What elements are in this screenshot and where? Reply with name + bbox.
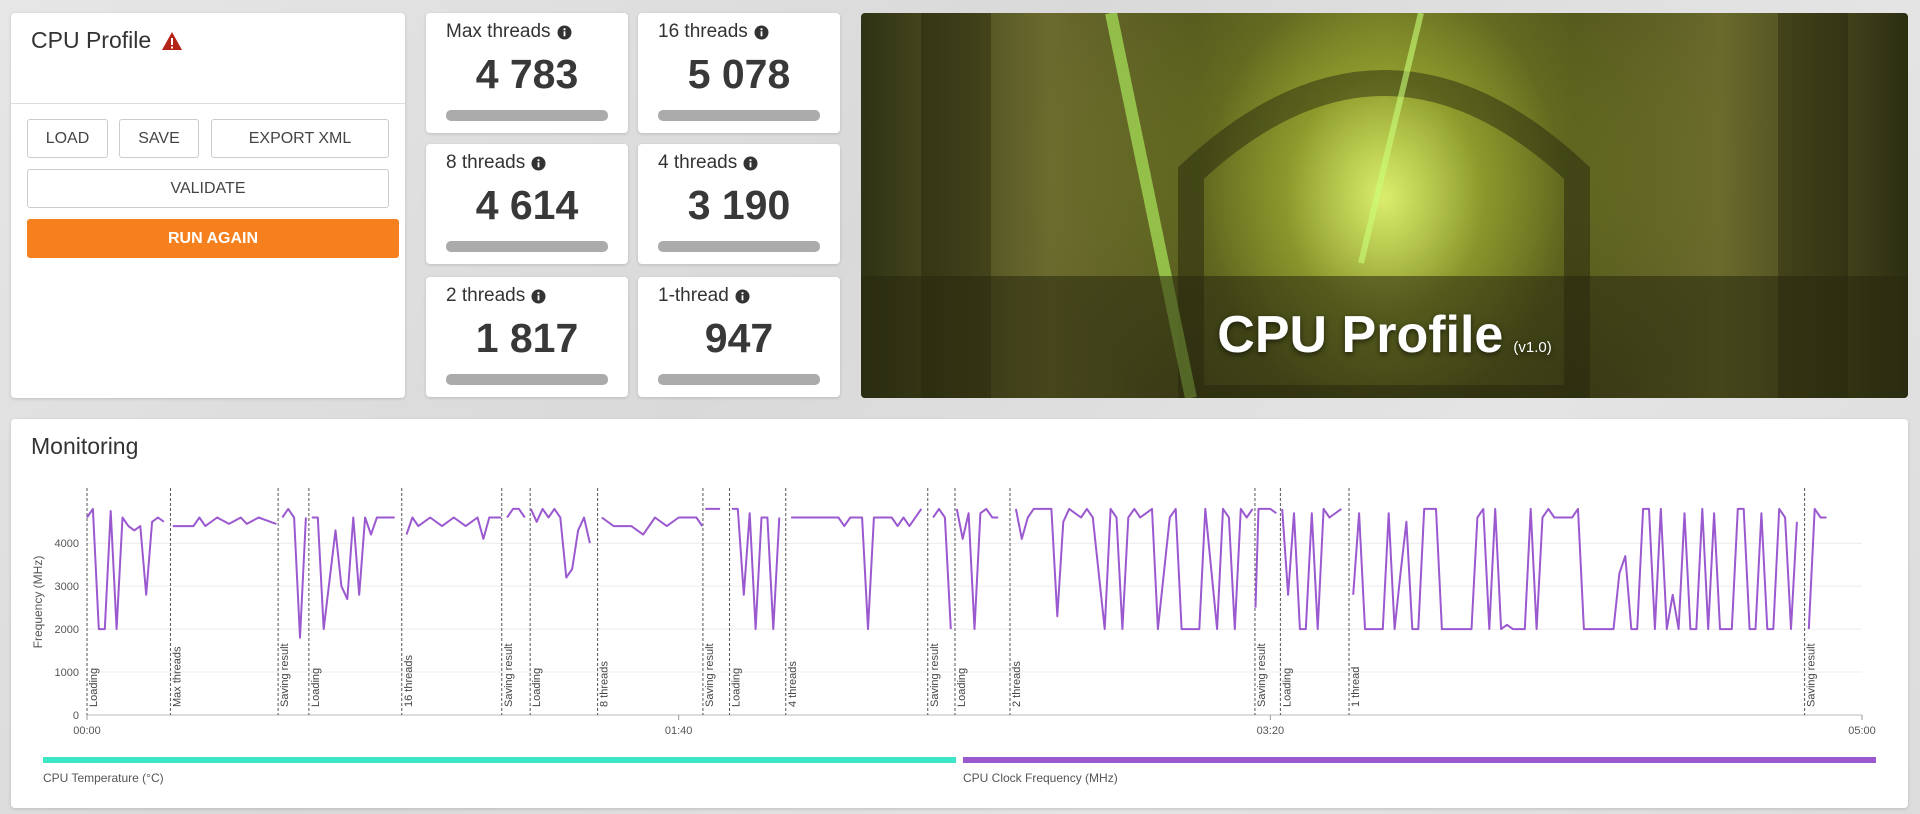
panel-header: CPU Profile <box>31 27 183 54</box>
score-card: 4 threads 3 190 <box>638 144 840 264</box>
y-tick-label: 1000 <box>55 667 79 679</box>
phase-label: Loading <box>731 668 743 707</box>
score-value: 4 614 <box>475 182 579 228</box>
score-bar <box>658 374 820 385</box>
banner: CPU Profile (v1.0) <box>861 13 1908 398</box>
info-icon <box>754 25 769 39</box>
banner-version: (v1.0) <box>1513 339 1552 356</box>
score-value: 947 <box>704 315 774 361</box>
score-bar <box>658 241 820 252</box>
score-card: 2 threads 1 817 <box>426 277 628 397</box>
score-label-row: 16 threads <box>658 21 769 43</box>
score-label: 2 threads <box>446 285 526 306</box>
score-value: 4 783 <box>475 51 579 97</box>
monitoring-panel: Monitoring <box>11 419 1908 808</box>
phase-label: Loading <box>531 668 543 707</box>
divider <box>11 103 405 104</box>
score-bar <box>446 374 608 385</box>
warning-icon <box>162 31 183 50</box>
phase-label: Loading <box>310 668 322 707</box>
score-label: 16 threads <box>658 21 748 42</box>
banner-heading: CPU Profile (v1.0) <box>861 305 1908 365</box>
frequency-line <box>86 507 1827 639</box>
monitoring-title: Monitoring <box>31 433 139 459</box>
phase-label: Loading <box>1281 668 1293 707</box>
run-button[interactable]: RUN AGAIN <box>27 219 399 258</box>
y-tick-label: 3000 <box>55 581 79 593</box>
legend-swatch <box>43 757 956 763</box>
score-label: 1-thread <box>658 285 729 306</box>
score-bar <box>446 241 608 252</box>
validate-button[interactable]: VALIDATE <box>27 169 389 208</box>
score-label: Max threads <box>446 21 551 42</box>
score-bar <box>658 110 820 121</box>
phase-label: 16 threads <box>403 655 415 707</box>
score-value: 5 078 <box>687 51 791 97</box>
score-label-row: 4 threads <box>658 152 758 174</box>
legend-label: CPU Clock Frequency (MHz) <box>963 771 1118 785</box>
score-value: 1 817 <box>475 315 579 361</box>
info-icon <box>735 289 750 303</box>
y-axis-label: Frequency (MHz) <box>31 556 45 649</box>
phase-label: Saving result <box>929 643 941 707</box>
phase-label: Saving result <box>1256 643 1268 707</box>
info-icon <box>531 289 546 303</box>
save-button[interactable]: SAVE <box>119 119 199 158</box>
panel-title: CPU Profile <box>31 27 152 53</box>
x-tick-label: 00:00 <box>73 725 101 737</box>
score-value: 3 190 <box>687 182 791 228</box>
phase-label: 1 thread <box>1350 667 1362 707</box>
y-tick-label: 4000 <box>55 538 79 550</box>
phase-label: 2 threads <box>1011 661 1023 707</box>
score-card: 16 threads 5 078 <box>638 13 840 133</box>
banner-title: CPU Profile <box>1217 306 1504 364</box>
score-label-row: Max threads <box>446 21 572 43</box>
x-tick-label: 01:40 <box>665 725 693 737</box>
info-icon <box>557 25 572 39</box>
y-tick-label: 0 <box>73 710 79 722</box>
x-tick-label: 05:00 <box>1848 725 1876 737</box>
legend-swatch <box>963 757 1876 763</box>
export-button[interactable]: EXPORT XML <box>211 119 389 158</box>
score-label-row: 1-thread <box>658 285 750 307</box>
phase-label: 4 threads <box>787 661 799 707</box>
info-icon <box>531 156 546 170</box>
score-card: 8 threads 4 614 <box>426 144 628 264</box>
score-label: 4 threads <box>658 152 738 173</box>
profile-panel: CPU Profile LOAD SAVE EXPORT XML VALIDAT… <box>11 13 405 398</box>
y-tick-label: 2000 <box>55 624 79 636</box>
score-card: 1-thread 947 <box>638 277 840 397</box>
phase-label: Loading <box>88 668 100 707</box>
phase-label: Max threads <box>171 646 183 707</box>
phase-label: Saving result <box>503 643 515 707</box>
phase-label: Loading <box>956 668 968 707</box>
score-bar <box>446 110 608 121</box>
banner-band <box>861 276 1908 398</box>
x-tick-label: 03:20 <box>1257 725 1285 737</box>
phase-label: 8 threads <box>599 661 611 707</box>
score-label: 8 threads <box>446 152 526 173</box>
score-card: Max threads 4 783 <box>426 13 628 133</box>
score-label-row: 2 threads <box>446 285 546 307</box>
phase-label: Saving result <box>704 643 716 707</box>
legend-label: CPU Temperature (°C) <box>43 771 164 785</box>
score-label-row: 8 threads <box>446 152 546 174</box>
phase-label: Saving result <box>279 643 291 707</box>
load-button[interactable]: LOAD <box>27 119 108 158</box>
phase-label: Saving result <box>1806 643 1818 707</box>
info-icon <box>743 156 758 170</box>
